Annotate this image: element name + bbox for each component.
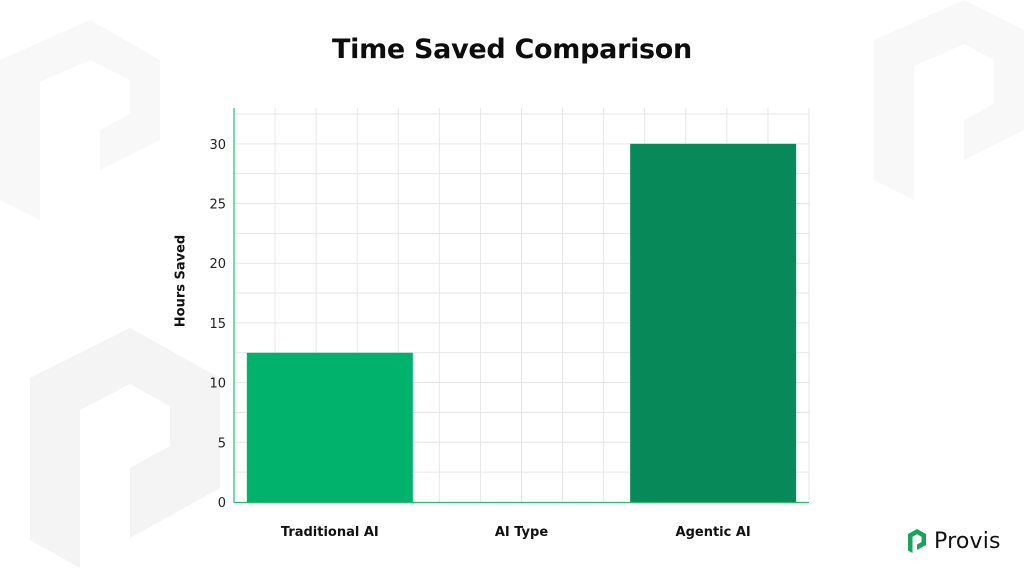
x-category-label: AI Type: [495, 525, 549, 540]
bar-agentic-ai: [630, 143, 797, 502]
y-tick-label: 5: [218, 436, 226, 451]
y-tick-label: 0: [218, 496, 226, 511]
brand-name: Provis: [934, 528, 1001, 554]
brand: Provis: [906, 526, 1001, 556]
x-category-label: Traditional AI: [281, 525, 379, 540]
bar-traditional-ai: [246, 352, 413, 502]
y-tick-label: 20: [209, 257, 226, 272]
x-category-label: Agentic AI: [676, 525, 751, 540]
y-tick-label: 25: [209, 198, 226, 213]
chart-title: Time Saved Comparison: [332, 34, 692, 65]
y-tick-label: 15: [209, 317, 226, 332]
y-tick-label: 10: [209, 377, 226, 392]
y-tick-label: 30: [209, 138, 226, 153]
provis-logo-icon: [908, 529, 926, 553]
